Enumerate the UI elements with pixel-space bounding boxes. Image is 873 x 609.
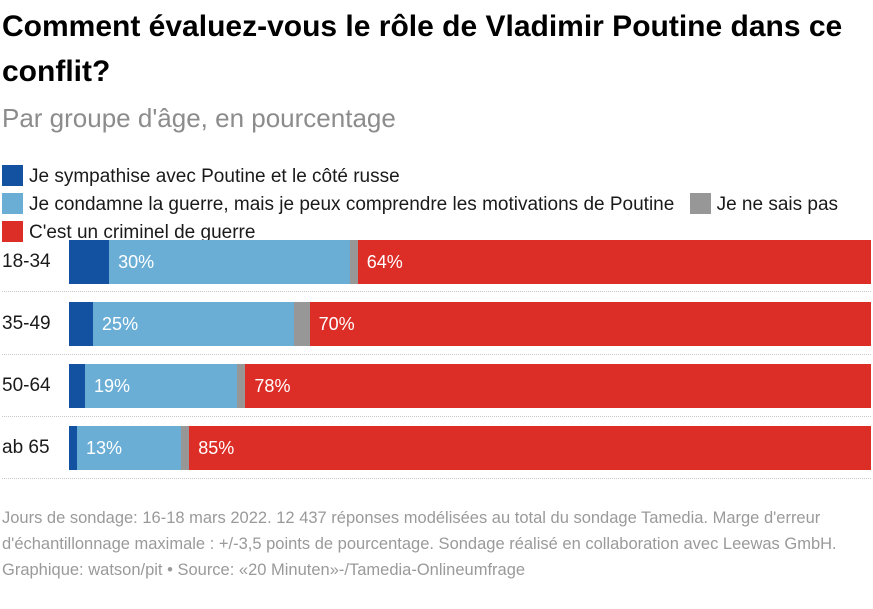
bar-segment: 25% bbox=[93, 302, 294, 346]
bar-segment: 64% bbox=[357, 240, 871, 284]
legend-label: Je sympathise avec Poutine et le côté ru… bbox=[29, 166, 400, 187]
legend-label: Je ne sais pas bbox=[716, 194, 839, 215]
legend: Je sympathise avec Poutine et le côté ru… bbox=[2, 163, 870, 247]
legend-label: C'est un criminel de guerre bbox=[29, 222, 256, 243]
data-label: 25% bbox=[102, 314, 139, 334]
row-separator bbox=[2, 416, 871, 417]
bar-segment: 30% bbox=[109, 240, 350, 284]
bar-segment: 70% bbox=[309, 302, 871, 346]
bar-segment bbox=[69, 426, 78, 470]
legend-item: C'est un criminel de guerre bbox=[2, 221, 256, 243]
bar-row: 25% 70% bbox=[69, 302, 871, 346]
data-label: 70% bbox=[318, 314, 355, 334]
chart-title: Comment évaluez-vous le rôle de Vladimir… bbox=[2, 10, 843, 88]
bar-segment bbox=[69, 302, 94, 346]
data-label: 85% bbox=[198, 438, 235, 458]
legend-swatch-ne-sais-pas bbox=[689, 193, 711, 214]
category-label: 35-49 bbox=[2, 313, 51, 334]
legend-label: Je condamne la guerre, mais je peux comp… bbox=[29, 194, 675, 215]
data-label: 19% bbox=[94, 376, 131, 396]
chart-subtitle: Par groupe d'âge, en pourcentage bbox=[2, 103, 396, 133]
legend-item: Je sympathise avec Poutine et le côté ru… bbox=[2, 165, 400, 187]
category-label: 18-34 bbox=[2, 251, 51, 272]
category-label: ab 65 bbox=[2, 437, 50, 458]
footer: Jours de sondage: 16-18 mars 2022. 12 43… bbox=[2, 505, 870, 583]
footer-source: Graphique: watson/pit • Source: «20 Minu… bbox=[2, 561, 526, 579]
footer-note: Jours de sondage: 16-18 mars 2022. 12 43… bbox=[2, 509, 837, 553]
bar-row: 13% 85% bbox=[69, 426, 871, 470]
bar-segment bbox=[69, 240, 110, 284]
bar-segment bbox=[349, 240, 358, 284]
legend-swatch-criminel bbox=[2, 221, 23, 242]
data-label: 64% bbox=[366, 252, 403, 272]
bar-segment bbox=[237, 364, 246, 408]
bar-segment: 13% bbox=[77, 426, 182, 470]
row-separator bbox=[2, 354, 871, 355]
bar-segment: 19% bbox=[85, 364, 238, 408]
legend-swatch-condamne bbox=[2, 193, 23, 214]
row-separator bbox=[2, 478, 871, 479]
data-label: 30% bbox=[118, 252, 155, 272]
bar-segment: 78% bbox=[245, 364, 871, 408]
bar-segment: 85% bbox=[189, 426, 871, 470]
legend-item: Je condamne la guerre, mais je peux comp… bbox=[2, 193, 675, 215]
legend-swatch-sympathise bbox=[2, 165, 23, 186]
bar-segment bbox=[181, 426, 190, 470]
category-label: 50-64 bbox=[2, 375, 51, 396]
bar-row: 19% 78% bbox=[69, 364, 871, 408]
bar-row: 30% 64% bbox=[69, 240, 871, 284]
data-label: 78% bbox=[254, 376, 291, 396]
legend-item: Je ne sais pas bbox=[689, 193, 839, 215]
row-separator bbox=[2, 291, 871, 292]
bar-segment bbox=[69, 364, 86, 408]
bar-segment bbox=[293, 302, 310, 346]
data-label: 13% bbox=[86, 438, 123, 458]
